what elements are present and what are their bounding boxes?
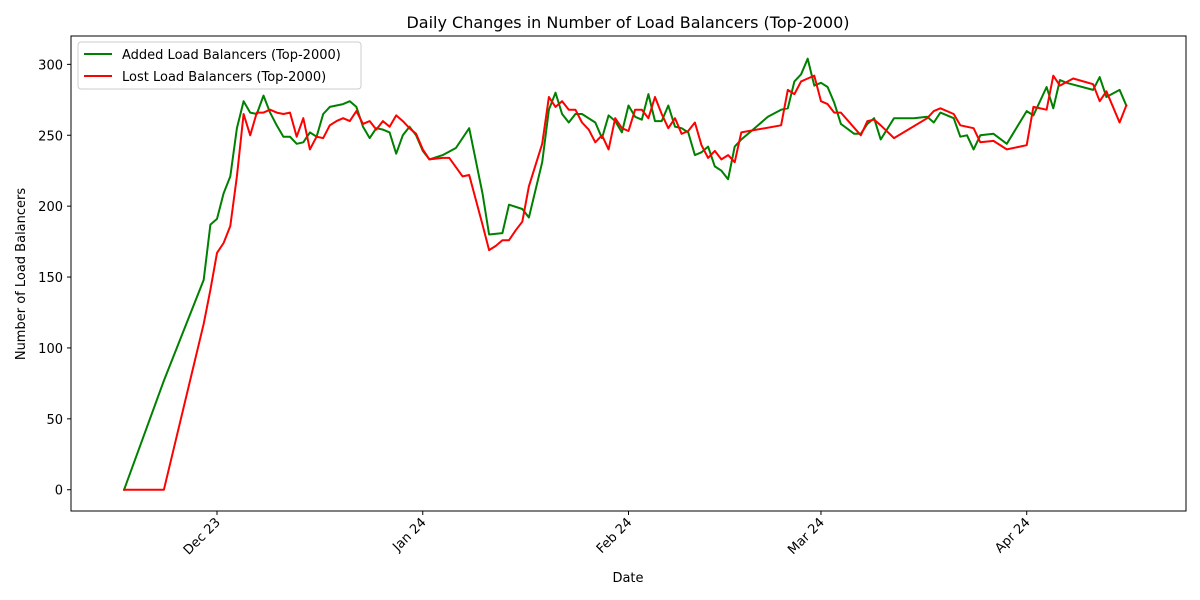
chart-title: Daily Changes in Number of Load Balancer… xyxy=(406,13,849,32)
legend-label-lost: Lost Load Balancers (Top-2000) xyxy=(122,70,326,85)
y-tick-label: 250 xyxy=(38,129,63,144)
legend-label-added: Added Load Balancers (Top-2000) xyxy=(122,48,341,63)
x-tick-label: Apr 24 xyxy=(992,515,1033,556)
series-line-added xyxy=(122,57,1128,491)
legend-box xyxy=(77,41,362,90)
x-axis-label: Date xyxy=(612,571,643,586)
series-layer xyxy=(122,57,1128,491)
legend: Added Load Balancers (Top-2000) Lost Loa… xyxy=(77,41,362,90)
x-tick-label: Jan 24 xyxy=(389,515,429,555)
y-axis: 0 50 100 150 200 250 300 xyxy=(38,58,71,499)
y-tick-label: 300 xyxy=(38,58,63,73)
y-axis-label: Number of Load Balancers xyxy=(14,188,29,361)
y-tick-label: 200 xyxy=(38,200,63,215)
y-tick-label: 100 xyxy=(38,342,63,357)
x-tick-label: Mar 24 xyxy=(785,515,828,558)
y-tick-label: 0 xyxy=(55,484,63,499)
x-axis: Dec 23 Jan 24 Feb 24 Mar 24 Apr 24 xyxy=(181,511,1034,558)
plot-frame xyxy=(70,35,1187,512)
y-tick-label: 50 xyxy=(46,413,63,428)
y-tick-label: 150 xyxy=(38,271,63,286)
x-tick-label: Dec 23 xyxy=(181,515,224,558)
series-line-lost xyxy=(123,74,1128,491)
x-tick-label: Feb 24 xyxy=(594,515,636,557)
